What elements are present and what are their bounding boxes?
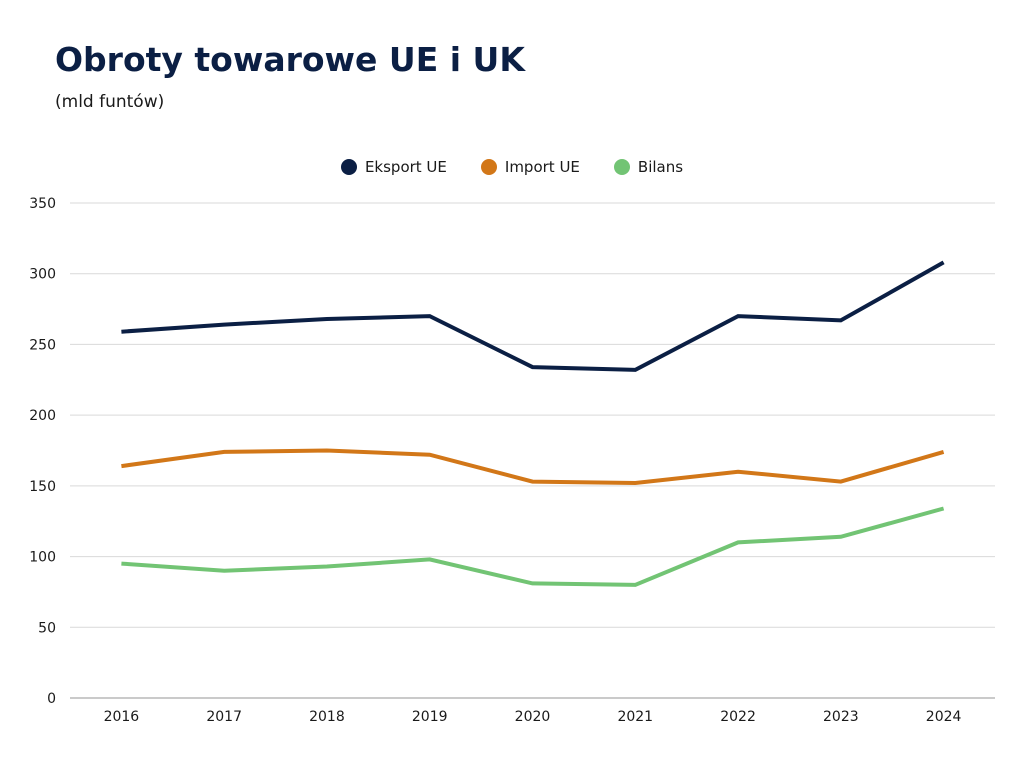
- x-tick-label: 2016: [104, 709, 140, 725]
- legend-marker-import: [480, 159, 497, 175]
- chart-title: Obroty towarowe UE i UK: [55, 40, 525, 79]
- series-line-import-ue: [121, 448, 945, 486]
- x-tick-label: 2023: [823, 709, 859, 725]
- x-tick-label: 2019: [412, 709, 448, 725]
- legend-label-eksport: Eksport UE: [364, 158, 447, 176]
- y-tick-label: 50: [38, 620, 56, 636]
- legend-marker-eksport: [340, 159, 357, 175]
- x-tick-label: 2022: [720, 709, 756, 725]
- legend-item-eksport: Eksport UE: [340, 158, 447, 176]
- y-tick-label: 300: [29, 267, 56, 283]
- y-tick-label: 350: [29, 196, 56, 212]
- x-tick-label: 2017: [206, 709, 242, 725]
- legend-item-import: Import UE: [480, 158, 580, 176]
- x-tick-label: 2018: [309, 709, 345, 725]
- legend-label-bilans: Bilans: [637, 158, 684, 176]
- x-tick-label: 2024: [926, 709, 962, 725]
- legend-item-bilans: Bilans: [613, 158, 684, 176]
- series-line-bilans: [121, 506, 945, 587]
- legend-label-import: Import UE: [504, 158, 580, 176]
- y-tick-label: 100: [29, 550, 56, 566]
- x-tick-label: 2021: [617, 709, 653, 725]
- y-tick-label: 200: [29, 408, 56, 424]
- y-tick-label: 0: [47, 691, 56, 707]
- y-tick-label: 150: [29, 479, 56, 495]
- series-line-eksport-ue: [121, 260, 945, 372]
- chart-subtitle: (mld funtów): [55, 92, 165, 112]
- y-tick-label: 250: [29, 337, 56, 353]
- legend: Eksport UE Import UE Bilans: [0, 158, 1024, 176]
- x-tick-label: 2020: [515, 709, 551, 725]
- legend-marker-bilans: [613, 159, 630, 175]
